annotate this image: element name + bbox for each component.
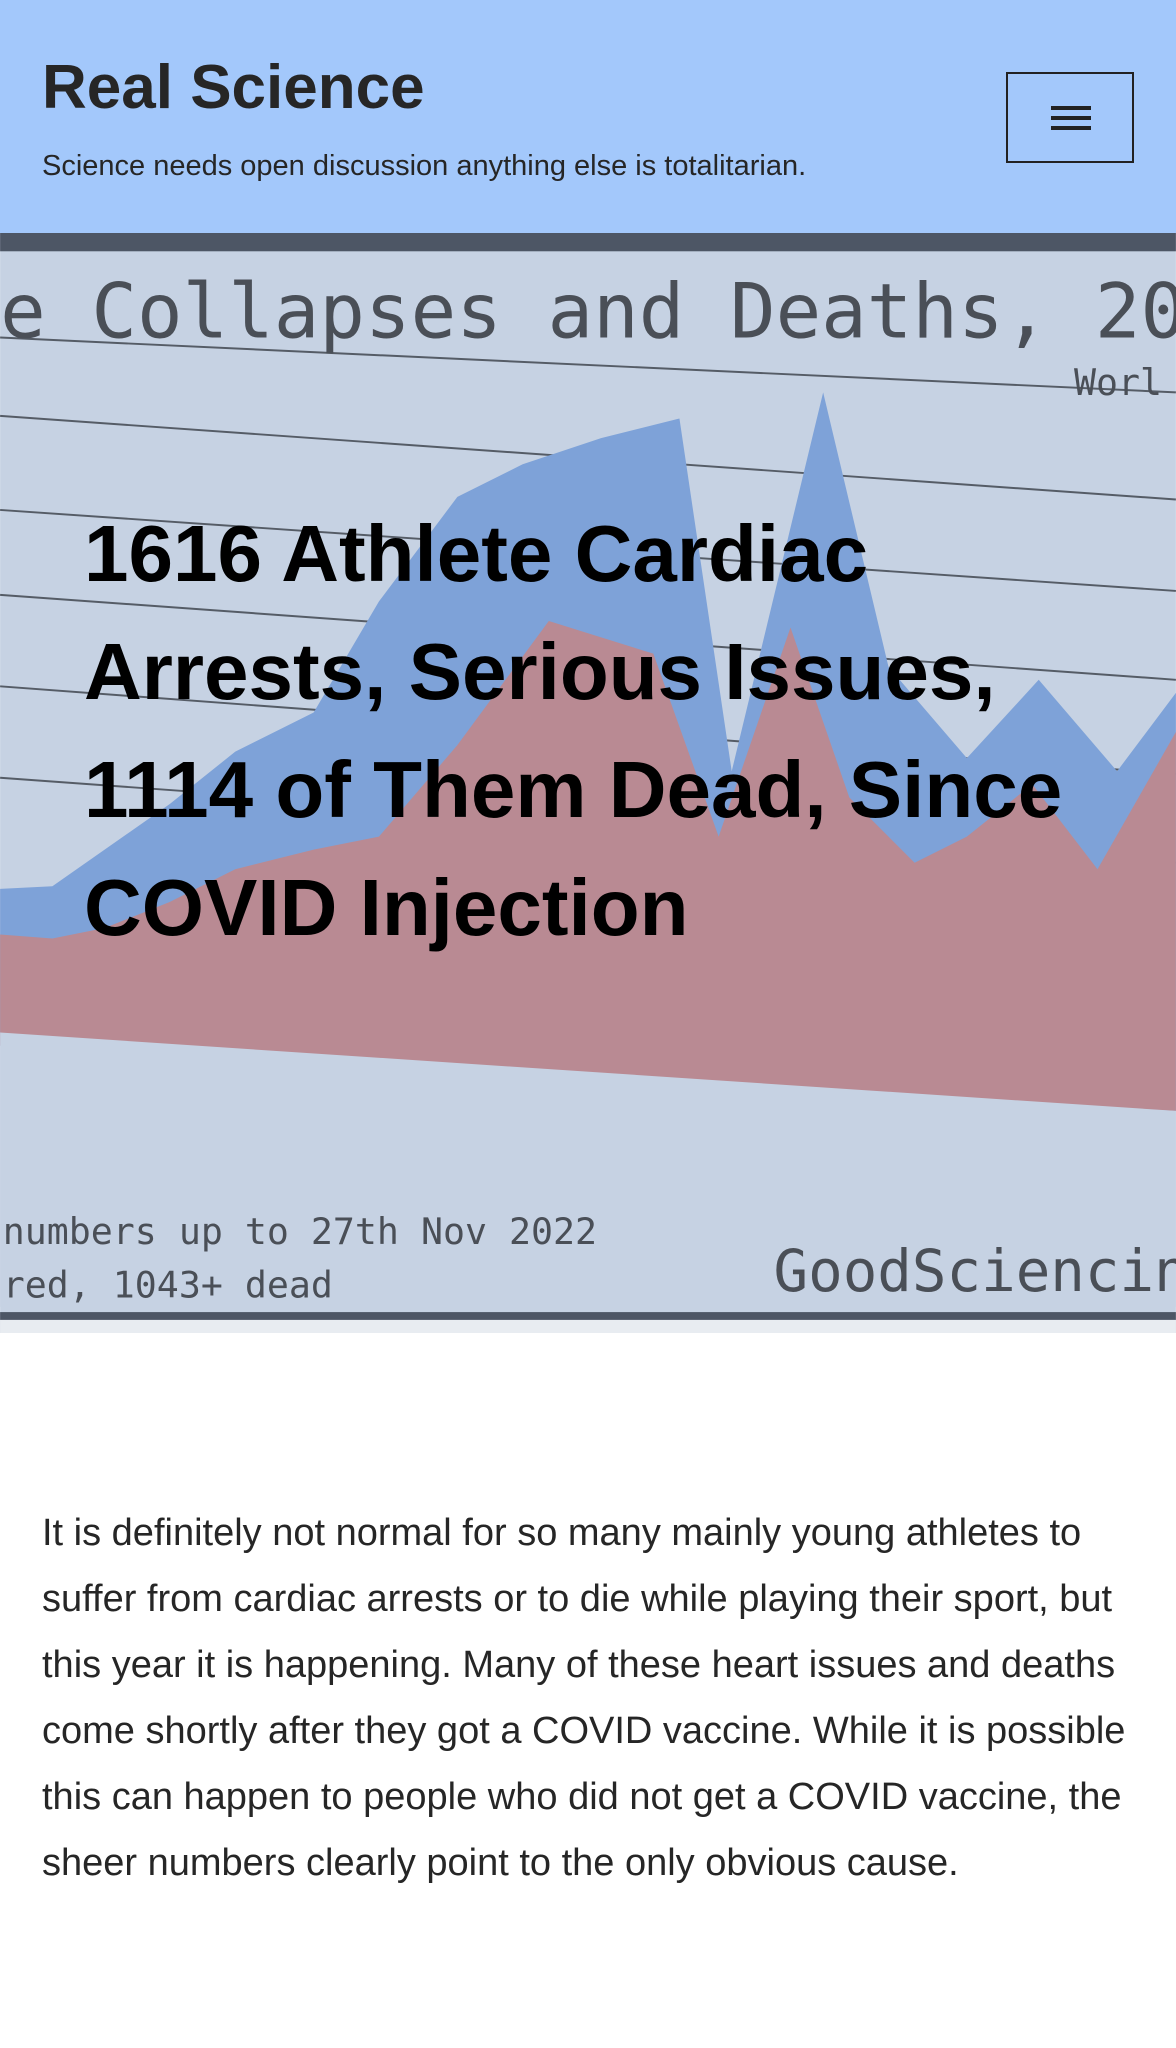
image-corner-text: Worl (1074, 361, 1162, 404)
image-edge (0, 1319, 1176, 1333)
menu-bar (1051, 106, 1091, 110)
menu-bar (1051, 116, 1091, 120)
site-title[interactable]: Real Science (42, 53, 425, 122)
article-paragraph: It is definitely not normal for so many … (42, 1512, 1126, 1884)
image-title: e Collapses and Deaths, 2021 (0, 268, 1176, 356)
menu-bar (1051, 126, 1091, 130)
site-header: Real Science Science needs open discussi… (0, 0, 1176, 233)
hero: e Collapses and Deaths, 2021 Worl number… (0, 233, 1176, 1333)
image-lower-band (0, 1032, 1176, 1307)
image-border (0, 233, 1176, 252)
image-border (0, 1312, 1176, 1320)
image-credit: GoodSciencin (774, 1238, 1176, 1305)
tagline: Science needs open discussion anything e… (42, 150, 807, 182)
image-summary: red, 1043+ dead (3, 1264, 333, 1307)
image-area-red (0, 621, 1176, 1111)
image-note: numbers up to 27th Nov 2022 (3, 1210, 597, 1253)
post-headline[interactable]: 1616 Athlete Cardiac Arrests, Serious Is… (84, 509, 1063, 952)
menu-button[interactable] (1006, 72, 1134, 163)
hero-image: e Collapses and Deaths, 2021 Worl number… (0, 233, 1176, 1333)
